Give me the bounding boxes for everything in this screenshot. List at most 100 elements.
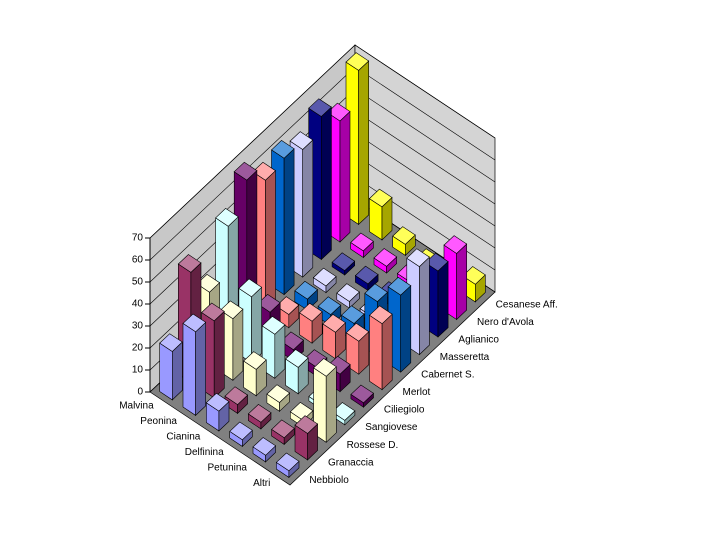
bar-side (437, 260, 449, 338)
bar-top (312, 267, 337, 287)
bar-side (195, 321, 206, 417)
bar-top (341, 305, 365, 324)
bar (350, 232, 374, 259)
bar-top (336, 283, 360, 302)
bar-top (350, 232, 374, 252)
y-tick-label: 50 (132, 277, 144, 288)
bar-side (232, 308, 244, 381)
bar-side (182, 322, 196, 416)
x-tick-label: Delfinina (185, 447, 224, 458)
x-tick-label: Altri (253, 478, 270, 489)
bar (368, 188, 393, 241)
bar-top (233, 161, 258, 181)
bar-top (406, 248, 430, 267)
bar (331, 252, 356, 276)
bar (247, 404, 272, 430)
bar-top (368, 188, 393, 208)
series-label: Nebbiolo (309, 475, 349, 486)
bar (205, 392, 230, 432)
x-tick-label: Petunina (208, 462, 248, 473)
bar-side (320, 106, 332, 261)
bar-top (369, 305, 393, 325)
x-tick-label: Malvina (119, 400, 154, 411)
bar-top (299, 302, 323, 322)
bar-top (224, 386, 249, 405)
bar (294, 415, 319, 461)
bar-top (313, 358, 337, 377)
bar-top (177, 254, 202, 273)
y-tick-label: 10 (132, 365, 144, 376)
bar-top (331, 402, 356, 421)
series-label: Granaccia (328, 457, 374, 468)
bar-top (196, 274, 221, 293)
bar-top (261, 316, 286, 335)
bar (224, 386, 249, 415)
bar-top (462, 266, 486, 285)
bar-top (350, 384, 374, 404)
bar (392, 226, 416, 257)
bar-top (219, 300, 244, 320)
bar-top (159, 333, 183, 352)
bar-side (251, 286, 262, 364)
bar-top (271, 419, 295, 439)
y-tick-label: 20 (132, 343, 144, 354)
bar-top (317, 296, 342, 315)
bar-top (443, 235, 468, 254)
bar-top (345, 52, 370, 71)
bar-top (205, 392, 230, 412)
series-label: Cabernet S. (421, 370, 474, 381)
bar-top (387, 276, 412, 296)
bar-side (283, 148, 295, 296)
bar-top (275, 452, 300, 472)
bar-top (294, 280, 318, 300)
bar-top (326, 102, 351, 122)
bar (243, 351, 267, 397)
bar-side (400, 285, 412, 373)
bar-top (322, 314, 346, 333)
x-tick-label: Peonina (140, 416, 177, 427)
y-tick-label: 70 (132, 233, 144, 244)
bar-top (285, 349, 309, 368)
bar-top (345, 322, 370, 342)
bar-side (381, 313, 393, 391)
bar-side (159, 342, 173, 401)
series-label: Ciliegiolo (384, 405, 425, 416)
bar-top (201, 302, 225, 322)
y-tick-label: 40 (132, 299, 144, 310)
bar (373, 248, 398, 274)
bar-top (271, 140, 295, 159)
bar (182, 313, 207, 417)
y-tick-label: 30 (132, 321, 144, 332)
bar-top (289, 402, 314, 421)
bar-top (238, 278, 263, 298)
series-label: Cesanese Aff. (496, 299, 558, 310)
bar (159, 333, 183, 401)
y-tick-label: 60 (132, 255, 144, 266)
series-label: Sangiovese (365, 422, 418, 433)
bar-top (215, 208, 239, 227)
bar-top (257, 294, 281, 313)
bar-top (280, 331, 304, 351)
bar-top (229, 421, 253, 441)
bar-side (456, 243, 468, 321)
bar-top (354, 265, 379, 285)
bar-side (213, 310, 225, 399)
bar-top (247, 404, 272, 423)
bar-side (369, 314, 383, 391)
bar-top (424, 252, 449, 272)
series-label: Masseretta (440, 352, 490, 363)
bar-top (289, 131, 314, 150)
bar (299, 302, 323, 344)
bar-top (252, 161, 276, 181)
bar (312, 267, 337, 294)
bar (266, 384, 291, 412)
bar (271, 419, 295, 446)
y-tick-label: 0 (137, 387, 143, 398)
bar-top (331, 252, 356, 271)
series-label: Rossese D. (347, 440, 399, 451)
bar-side (358, 60, 370, 226)
bar-side (265, 170, 276, 313)
bar-side (419, 256, 430, 356)
